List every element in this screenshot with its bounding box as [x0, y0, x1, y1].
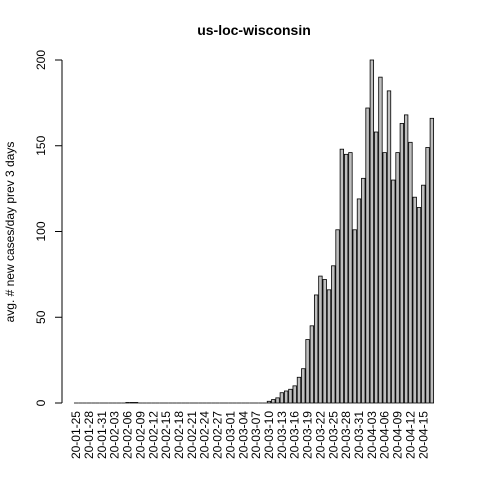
bar-20-04-15 [421, 184, 426, 404]
bar-20-03-22 [318, 275, 323, 404]
bar-20-03-28 [343, 153, 349, 404]
bar-20-03-27 [339, 148, 345, 404]
bar-20-03-19 [305, 339, 310, 404]
bar-20-04-06 [382, 152, 387, 404]
bar-20-03-10 [266, 400, 272, 404]
x-tick-label: 20-03-31 [352, 411, 366, 459]
x-tick-label: 20-03-10 [262, 411, 276, 459]
bar-20-03-16 [292, 385, 297, 404]
bar-20-04-03 [369, 59, 375, 404]
x-tick-label: 20-03-22 [313, 411, 327, 459]
x-tick-label: 20-02-21 [185, 411, 199, 459]
bar-20-04-17 [429, 117, 435, 404]
bar-20-04-10 [399, 123, 405, 404]
x-tick-label: 20-02-12 [146, 411, 160, 459]
bar-20-03-15 [288, 388, 293, 404]
bar-20-04-16 [425, 147, 430, 404]
x-tick-label: 20-02-09 [133, 411, 147, 459]
bar-20-03-11 [271, 399, 276, 404]
x-tick-label: 20-02-03 [108, 411, 122, 459]
bar-20-02-07 [129, 402, 135, 404]
bar-20-04-05 [378, 76, 383, 404]
x-tick-label: 20-03-13 [275, 411, 289, 459]
y-tick-label: 50 [34, 310, 48, 324]
bar-20-03-13 [279, 392, 285, 404]
x-tick-label: 20-04-03 [365, 411, 379, 459]
y-tick-label: 200 [34, 50, 48, 70]
x-tick-label: 20-02-18 [172, 411, 186, 459]
bar-20-04-02 [365, 107, 370, 404]
x-tick-label: 20-03-25 [326, 411, 340, 459]
y-tick-label: 150 [34, 135, 48, 155]
x-tick-label: 20-03-01 [223, 411, 237, 459]
bar-20-03-31 [356, 198, 362, 404]
bar-20-04-12 [408, 141, 413, 404]
bar-20-04-11 [403, 114, 409, 404]
x-tick-label: 20-01-31 [95, 411, 109, 459]
x-tick-label: 20-03-07 [249, 411, 263, 459]
x-tick-label: 20-04-06 [378, 411, 392, 459]
x-tick-label: 20-02-15 [159, 411, 173, 459]
bar-20-03-20 [309, 325, 315, 404]
bar-20-03-17 [296, 376, 302, 404]
y-axis: 0 50 100 150 200 [34, 50, 63, 406]
x-tick-label: 20-04-15 [416, 411, 430, 459]
bar-20-03-24 [326, 289, 332, 404]
x-axis: 20-01-2520-01-2820-01-3120-02-0320-02-06… [69, 411, 430, 459]
x-tick-label: 20-03-28 [339, 411, 353, 459]
bar-20-04-01 [361, 177, 366, 404]
x-tick-label: 20-03-16 [288, 411, 302, 459]
x-tick-label: 20-04-12 [403, 411, 417, 459]
x-tick-label: 20-01-25 [69, 411, 83, 459]
bar-20-04-09 [395, 152, 400, 404]
x-tick-label: 20-03-04 [236, 411, 250, 459]
bar-20-03-26 [335, 229, 340, 404]
bar-20-03-29 [348, 152, 353, 404]
bar-20-03-23 [322, 279, 327, 404]
bar-20-04-04 [373, 131, 379, 404]
y-axis-label: avg. # new cases/day prev 3 days [3, 142, 17, 323]
x-tick-label: 20-04-09 [391, 411, 405, 459]
bar-20-03-30 [352, 229, 357, 404]
bar-20-03-25 [331, 265, 336, 404]
bar-20-03-12 [275, 397, 280, 404]
x-tick-label: 20-02-24 [198, 411, 212, 459]
x-tick-label: 20-02-06 [121, 411, 135, 459]
y-tick-label: 0 [34, 399, 48, 406]
x-tick-label: 20-01-28 [82, 411, 96, 459]
bars [73, 59, 435, 404]
bar-20-03-14 [283, 390, 289, 404]
bar-20-03-18 [301, 368, 306, 404]
bar-20-02-06 [125, 402, 130, 404]
bar-20-04-14 [416, 207, 422, 404]
bar-20-04-08 [391, 179, 396, 404]
bar-20-04-07 [386, 90, 392, 404]
y-tick-label: 100 [34, 221, 48, 241]
chart-title: us-loc-wisconsin [197, 22, 311, 38]
bar-20-02-08 [133, 402, 139, 404]
bar-20-03-21 [313, 294, 319, 404]
x-tick-label: 20-03-19 [301, 411, 315, 459]
bar-20-04-13 [412, 196, 417, 404]
x-tick-label: 20-02-27 [211, 411, 225, 459]
